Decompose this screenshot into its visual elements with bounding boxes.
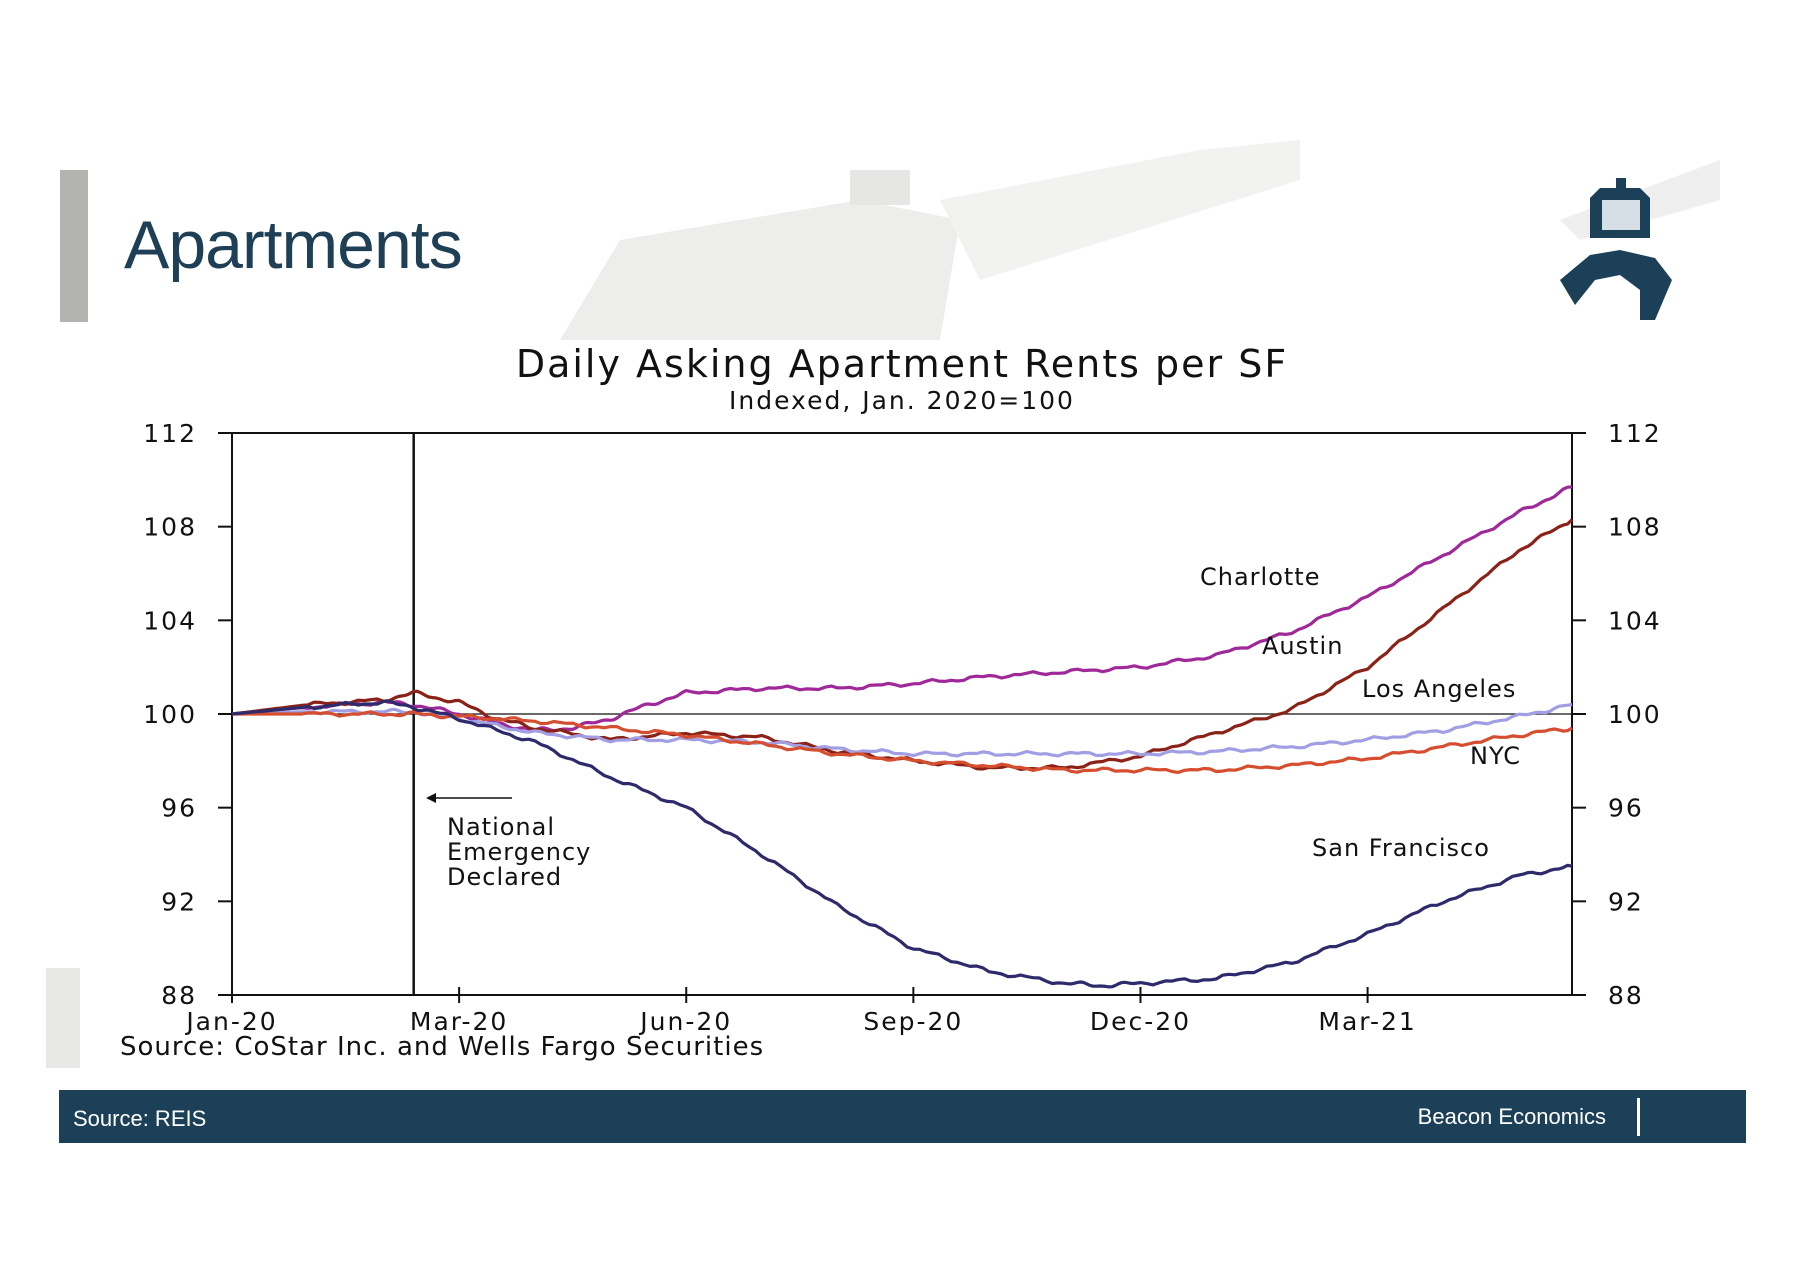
y-axis-right: 88 92 96 100 104 108 112	[1572, 419, 1662, 1010]
y-axis-left: 88 92 96 100 104 108 112	[143, 419, 232, 1010]
watermark-cap	[850, 170, 910, 205]
y-tick-label-right: 112	[1608, 419, 1662, 448]
y-tick-label-left: 92	[161, 887, 197, 916]
rent-chart: Daily Asking Apartment Rents per SF Inde…	[120, 342, 1662, 1062]
y-tick-label-right: 108	[1608, 513, 1662, 542]
footer-source: Source: REIS	[73, 1106, 207, 1131]
x-tick-label: Mar-21	[1318, 1007, 1416, 1036]
logo-window	[1602, 200, 1640, 230]
series-label-los-angeles: Los Angeles	[1362, 675, 1516, 703]
series-label-charlotte: Charlotte	[1200, 563, 1320, 591]
footer-brand: Beacon Economics	[1417, 1104, 1606, 1129]
series-label-nyc: NYC	[1470, 742, 1521, 770]
series-line-charlotte	[231, 485, 1573, 733]
y-tick-label-left: 96	[161, 794, 197, 823]
series-lines	[231, 485, 1574, 989]
title-accent-bar	[60, 170, 88, 322]
series-label-austin: Austin	[1262, 632, 1343, 660]
watermark-ribbon	[940, 140, 1300, 280]
y-tick-label-right: 92	[1608, 887, 1644, 916]
series-line-san-francisco	[231, 699, 1573, 989]
y-tick-label-right: 88	[1608, 981, 1644, 1010]
chart-title: Daily Asking Apartment Rents per SF	[516, 342, 1288, 386]
event-label-line-2: Emergency	[447, 838, 591, 866]
beacon-logo	[1560, 160, 1720, 320]
x-axis: Jan-20 Mar-20 Jun-20 Sep-20 Dec-20 Mar-21	[184, 987, 1416, 1036]
x-tick-label: Jun-20	[638, 1007, 732, 1036]
y-tick-label-left: 112	[143, 419, 197, 448]
header-watermark	[560, 140, 1300, 340]
footer-divider	[1637, 1098, 1640, 1136]
x-tick-label: Dec-20	[1090, 1007, 1191, 1036]
series-label-san-francisco: San Francisco	[1312, 834, 1490, 862]
y-tick-label-left: 104	[143, 606, 197, 635]
decorative-bar	[46, 968, 80, 1068]
event-label-line-3: Declared	[447, 863, 562, 891]
plot-area: 88 92 96 100 104 108 112 88 92 96 100 104 108 112 Ja…	[143, 419, 1662, 1036]
y-tick-label-right: 100	[1608, 700, 1662, 729]
logo-base	[1560, 250, 1672, 320]
x-tick-label: Jan-20	[184, 1007, 277, 1036]
event-label-line-1: National	[447, 813, 555, 841]
chart-source: Source: CoStar Inc. and Wells Fargo Secu…	[120, 1032, 764, 1062]
y-tick-label-left: 108	[143, 513, 197, 542]
footer-bar: Source: REIS Beacon Economics	[59, 1090, 1746, 1143]
page-title: Apartments	[124, 207, 463, 283]
y-tick-label-left: 88	[161, 981, 197, 1010]
logo-finial	[1616, 178, 1626, 188]
y-tick-label-right: 96	[1608, 794, 1644, 823]
y-tick-label-right: 104	[1608, 606, 1662, 635]
series-line-austin	[231, 518, 1574, 771]
y-tick-label-left: 100	[143, 700, 197, 729]
series-line-nyc	[232, 710, 1573, 774]
x-tick-label: Sep-20	[863, 1007, 963, 1036]
event-arrow-head	[426, 793, 436, 803]
x-tick-label: Mar-20	[410, 1007, 508, 1036]
chart-subtitle: Indexed, Jan. 2020=100	[729, 386, 1075, 415]
watermark-shape	[560, 200, 960, 340]
